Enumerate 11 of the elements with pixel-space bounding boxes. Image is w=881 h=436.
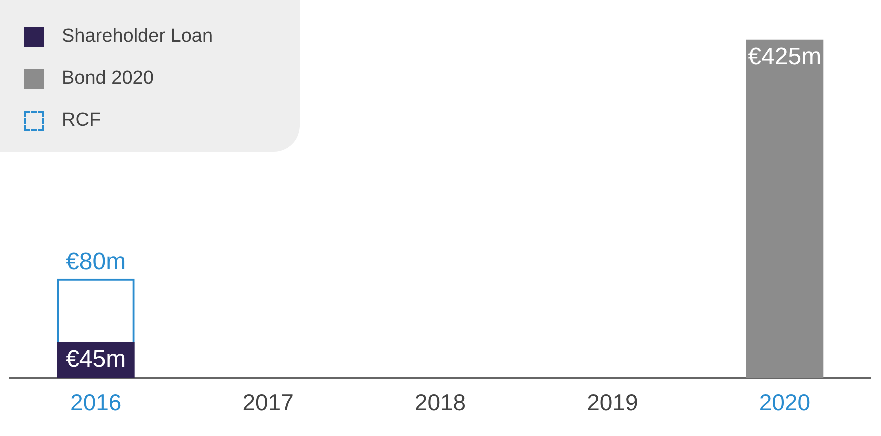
- legend-label: Bond 2020: [62, 68, 154, 90]
- legend-label: Shareholder Loan: [62, 26, 214, 48]
- data-label: €45m: [66, 346, 126, 374]
- legend-label: RCF: [62, 110, 102, 132]
- x-tick-label: 2019: [587, 390, 638, 416]
- data-label: €80m: [66, 248, 126, 276]
- data-label: €425m: [748, 44, 822, 71]
- x-tick-label: 2020: [759, 390, 810, 416]
- x-tick-label: 2018: [414, 390, 466, 416]
- x-tick-label: 2016: [70, 390, 122, 416]
- x-tick-label: 2017: [242, 390, 294, 416]
